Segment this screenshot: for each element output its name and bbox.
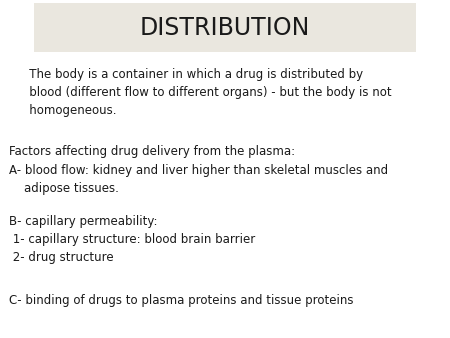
- FancyBboxPatch shape: [34, 3, 416, 52]
- Text: C- binding of drugs to plasma proteins and tissue proteins: C- binding of drugs to plasma proteins a…: [9, 294, 354, 307]
- Text: Factors affecting drug delivery from the plasma:: Factors affecting drug delivery from the…: [9, 145, 295, 158]
- Text: The body is a container in which a drug is distributed by
   blood (different fl: The body is a container in which a drug …: [18, 68, 392, 117]
- Text: DISTRIBUTION: DISTRIBUTION: [140, 16, 310, 40]
- Text: A- blood flow: kidney and liver higher than skeletal muscles and
    adipose tis: A- blood flow: kidney and liver higher t…: [9, 164, 388, 195]
- Text: B- capillary permeability:
 1- capillary structure: blood brain barrier
 2- drug: B- capillary permeability: 1- capillary …: [9, 215, 255, 264]
